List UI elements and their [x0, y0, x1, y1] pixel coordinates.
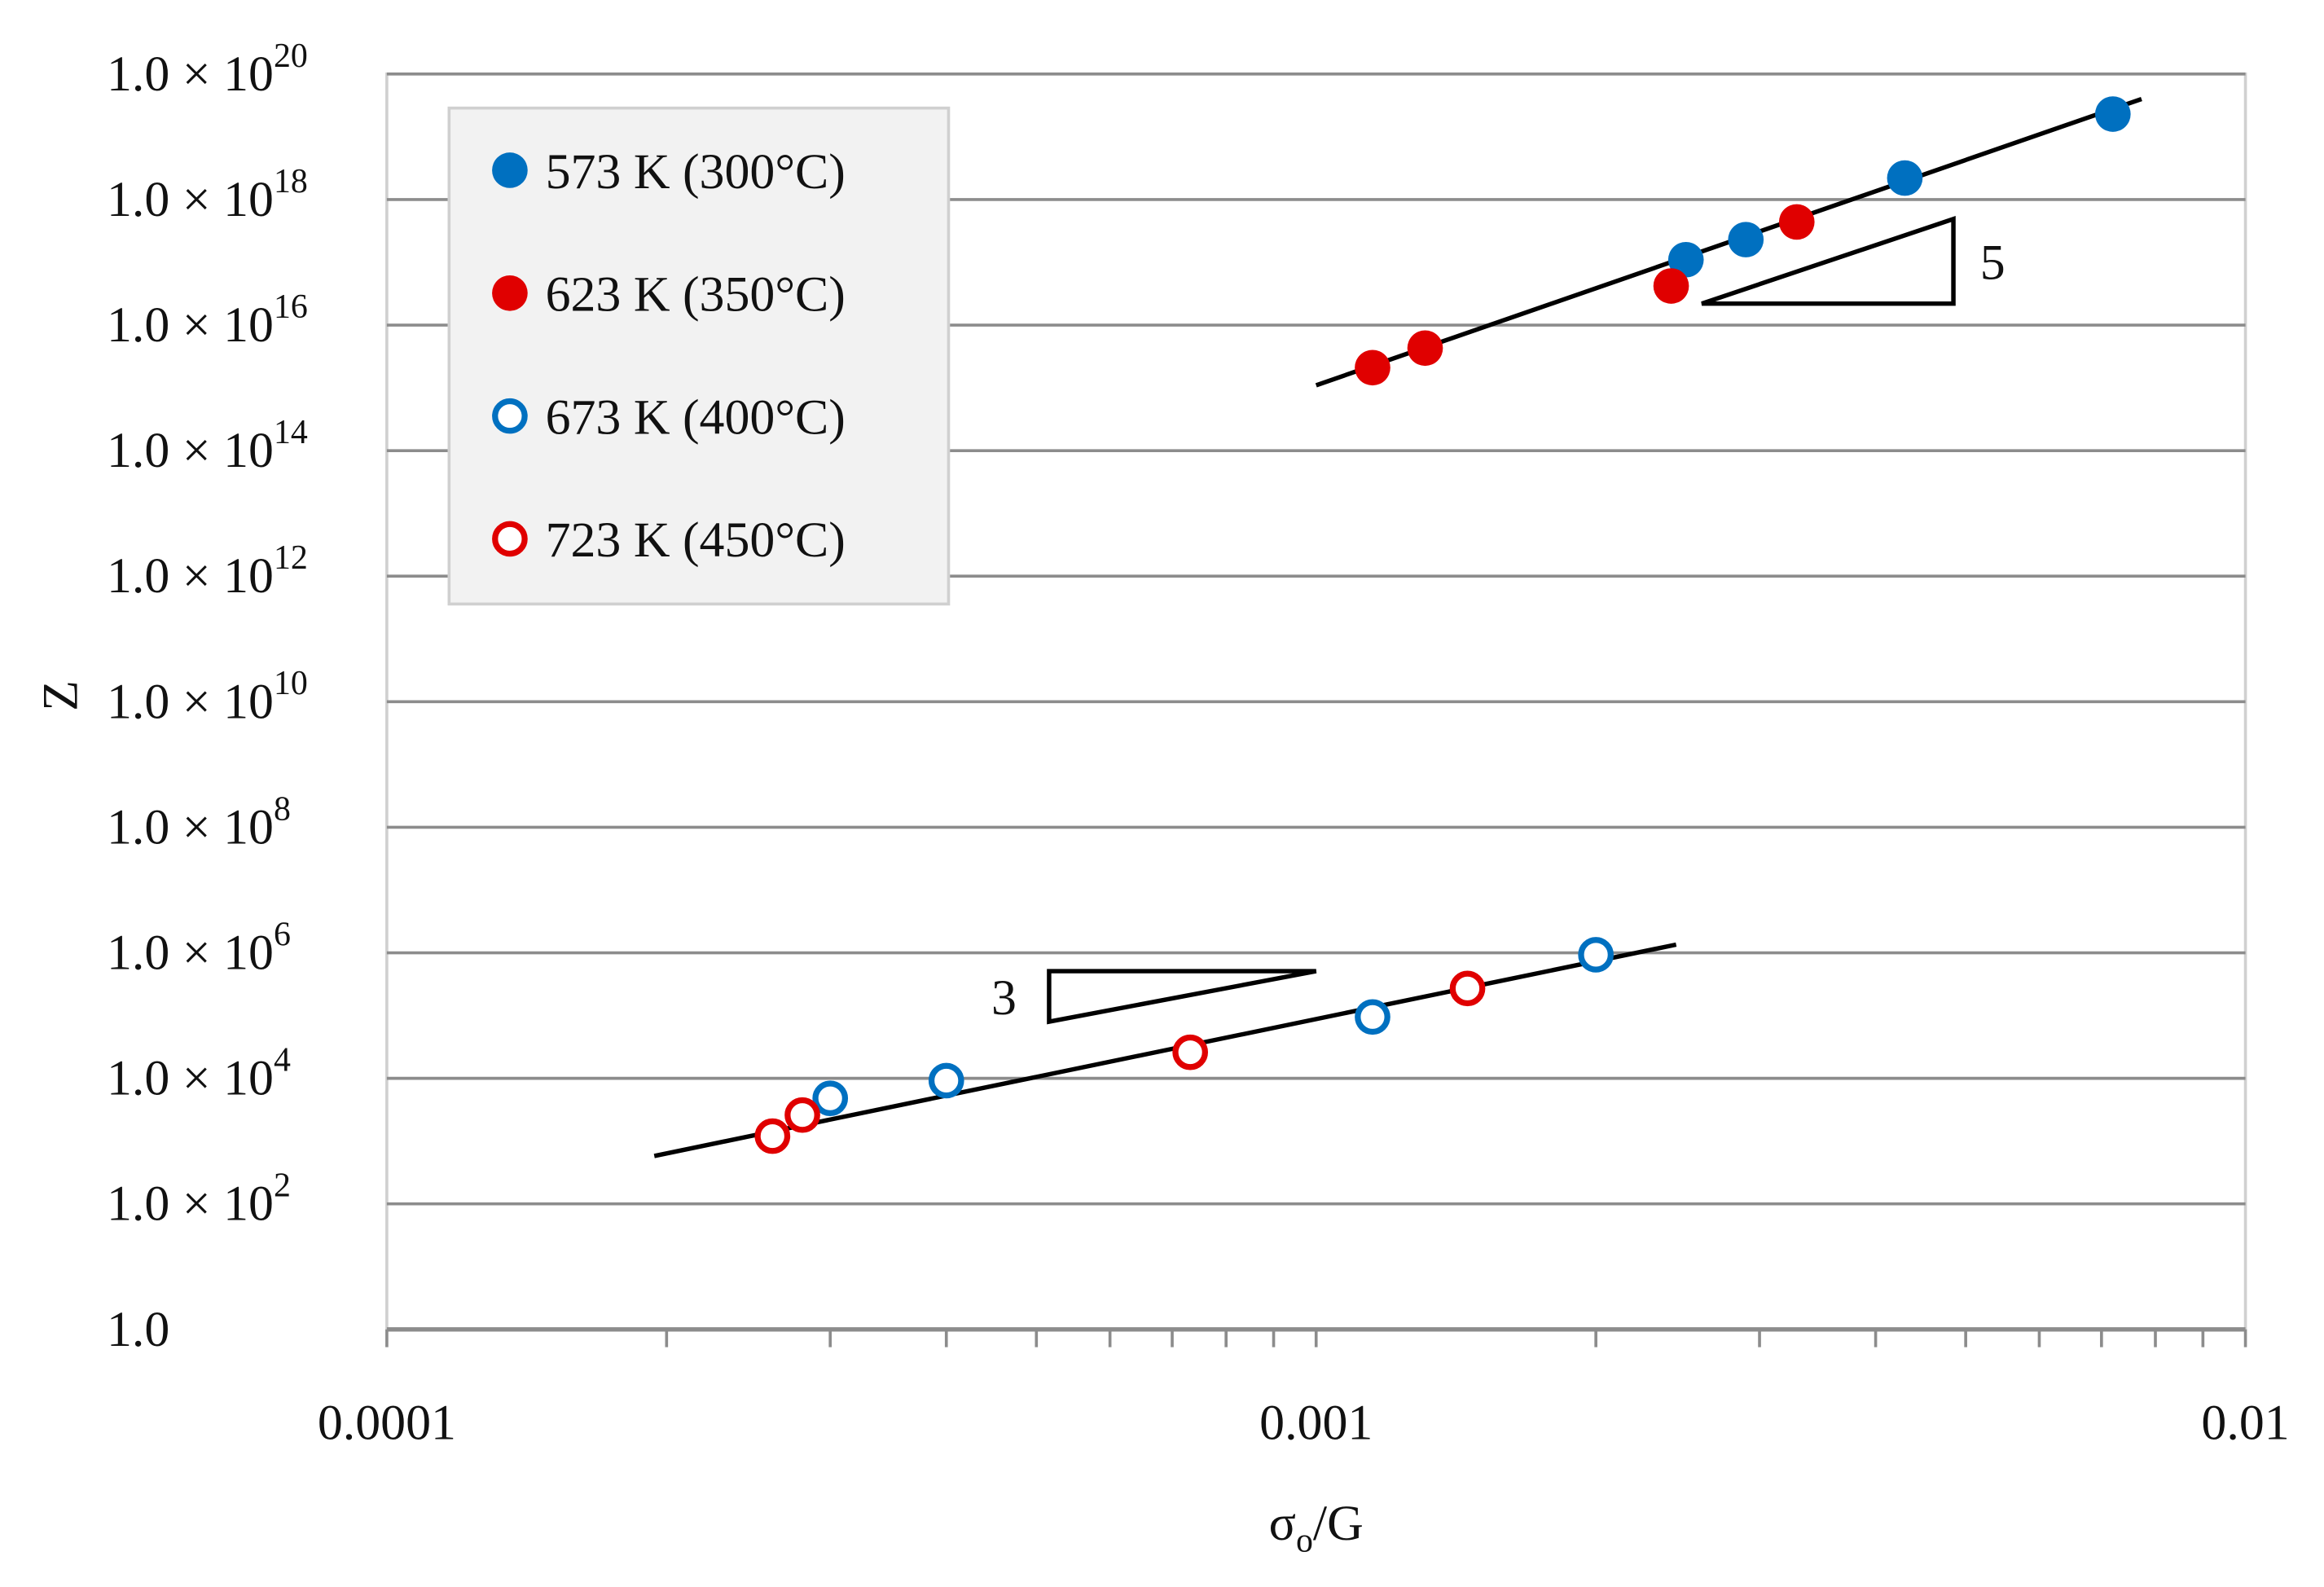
y-tick-exponent: 18	[274, 163, 308, 200]
y-tick-text: 1.0 × 10	[107, 172, 274, 227]
y-tick-label: 1.0 × 1016	[107, 288, 308, 353]
y-tick-text: 1.0 × 10	[107, 423, 274, 478]
point	[1355, 999, 1390, 1035]
point	[1667, 242, 1704, 278]
point	[784, 1097, 820, 1133]
y-tick-text: 1.0 × 10	[107, 674, 274, 729]
y-tick-text: 1.0 × 10	[107, 297, 274, 353]
slope-triangle	[1701, 216, 1956, 306]
y-tick-text: 1.0 × 10	[107, 799, 274, 855]
y-tick-label: 1.0 × 108	[107, 790, 291, 855]
y-tick-label: 1.0 × 1020	[107, 37, 308, 102]
point	[1407, 330, 1443, 367]
x-label-sub: o	[1296, 1522, 1313, 1559]
x-label-base: σ	[1269, 1496, 1296, 1551]
legend-label: 573 K (300°C)	[546, 144, 846, 200]
point	[754, 1118, 791, 1154]
point	[1653, 268, 1689, 304]
point	[1449, 970, 1486, 1007]
legend-label: 673 K (400°C)	[546, 389, 846, 445]
y-tick-label: 1.0 × 104	[107, 1042, 291, 1106]
point	[928, 1062, 964, 1099]
y-tick-text: 1.0 × 10	[107, 1176, 274, 1232]
point	[1578, 937, 1614, 973]
legend-marker	[492, 398, 528, 434]
y-tick-label: 1.0	[107, 1302, 169, 1357]
y-axis-label: Z	[33, 680, 89, 711]
y-tick-text: 1.0	[107, 1302, 169, 1357]
y-tick-exponent: 6	[274, 916, 291, 953]
y-tick-text: 1.0 × 10	[107, 1051, 274, 1106]
y-tick-exponent: 16	[274, 288, 308, 326]
slope-label: 5	[1980, 235, 2005, 291]
slope-label: 3	[991, 970, 1017, 1026]
fit-line	[653, 942, 1677, 1158]
x-axis-label: σo/G	[1269, 1496, 1364, 1559]
point	[1728, 222, 1764, 257]
point	[1887, 160, 1923, 196]
y-tick-text: 1.0 × 10	[107, 548, 274, 604]
point	[2094, 96, 2131, 132]
y-tick-label: 1.0 × 1014	[107, 414, 308, 478]
legend-label: 623 K (350°C)	[546, 267, 846, 323]
point	[1355, 349, 1390, 386]
y-tick-exponent: 14	[274, 414, 308, 451]
y-tick-text: 1.0 × 10	[107, 925, 274, 981]
y-tick-exponent: 2	[274, 1167, 291, 1205]
x-tick-label: 0.001	[1259, 1395, 1373, 1450]
point	[812, 1080, 849, 1116]
x-tick-label: 0.0001	[318, 1395, 456, 1450]
legend-marker	[492, 521, 528, 557]
y-tick-exponent: 8	[274, 790, 291, 828]
legend-label: 723 K (450°C)	[546, 512, 846, 568]
legend-marker	[492, 275, 528, 311]
x-tick-label: 0.01	[2201, 1395, 2289, 1450]
y-tick-exponent: 4	[274, 1042, 291, 1079]
legend-marker	[492, 152, 528, 188]
point	[1778, 204, 1815, 240]
legend-box	[447, 106, 951, 606]
y-tick-exponent: 20	[274, 37, 308, 75]
y-tick-label: 1.0 × 1018	[107, 163, 308, 227]
y-tick-text: 1.0 × 10	[107, 46, 274, 102]
y-tick-label: 1.0 × 1012	[107, 539, 308, 604]
y-tick-label: 1.0 × 102	[107, 1167, 291, 1232]
point	[1172, 1034, 1208, 1070]
y-tick-exponent: 12	[274, 539, 308, 577]
y-tick-label: 1.0 × 1010	[107, 665, 308, 729]
x-label-rest: /G	[1313, 1496, 1364, 1551]
slope-triangle	[1047, 969, 1317, 1025]
y-tick-exponent: 10	[274, 665, 308, 702]
y-tick-label: 1.0 × 106	[107, 916, 291, 980]
